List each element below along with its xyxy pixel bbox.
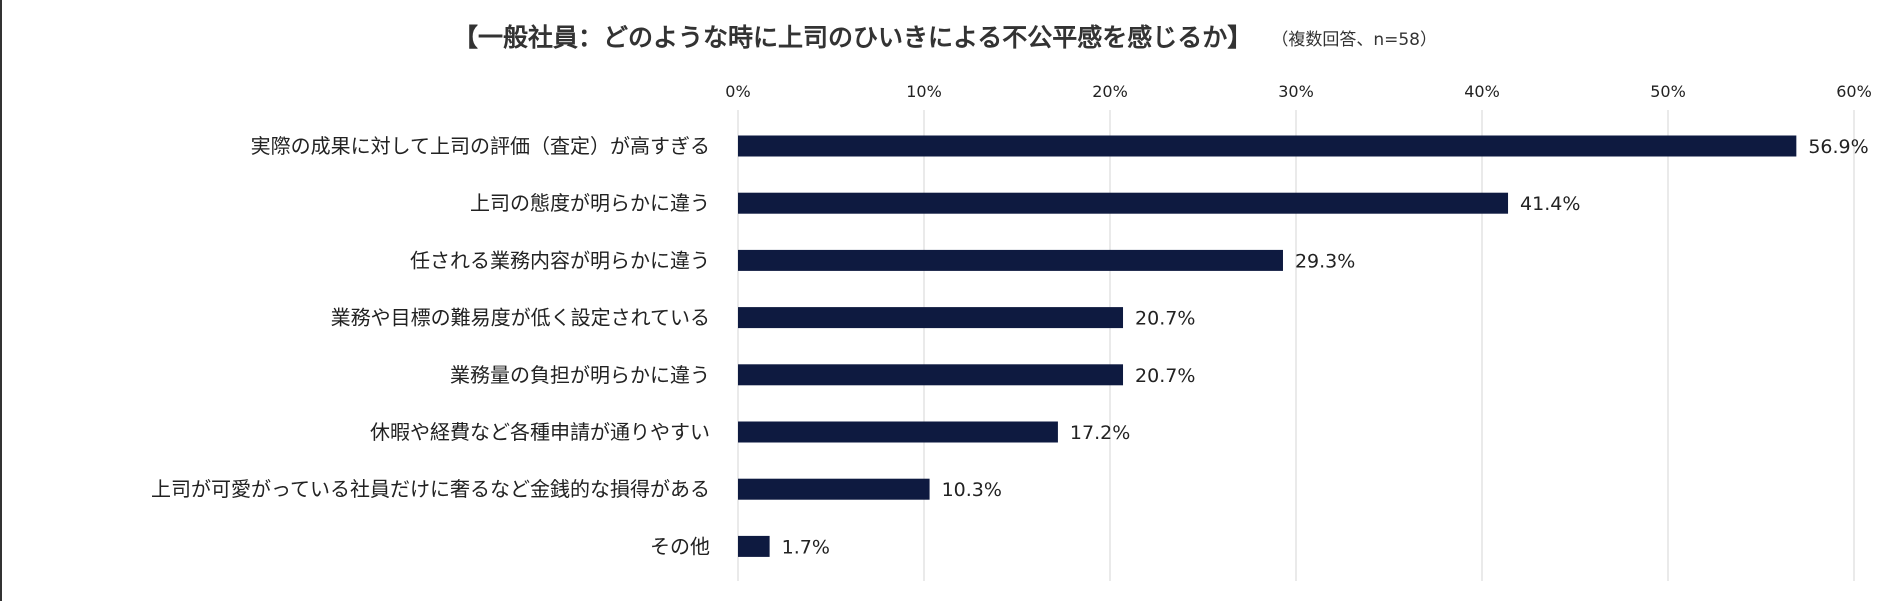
bar [738,307,1124,329]
bar [738,135,1797,157]
data-label: 41.4% [1520,193,1580,215]
category-label: 休暇や経費など各種申請が通りやすい [370,420,710,444]
bar [738,249,1283,271]
x-tick-label: 30% [1278,82,1314,101]
bar [738,192,1509,214]
data-label: 17.2% [1070,422,1130,444]
category-labels: 実際の成果に対して上司の評価（査定）が高すぎる上司の態度が明らかに違う任される業… [151,134,710,558]
x-tick-label: 50% [1650,82,1686,101]
category-label: 任される業務内容が明らかに違う [410,248,710,272]
bar [738,421,1058,443]
gridlines [737,110,1855,581]
bar [738,478,930,500]
x-tick-label: 40% [1464,82,1500,101]
bar [738,535,770,557]
x-tick-label: 20% [1092,82,1128,101]
category-label: 上司の態度が明らかに違う [470,191,710,215]
data-labels: 56.9% 41.4% 29.3% 20.7% 20.7% 17.2% 10.3% 1.7% [782,136,1869,558]
category-label: 業務量の負担が明らかに違う [450,363,710,387]
chart-frame-edge [0,0,2,601]
data-label: 29.3% [1295,250,1355,272]
data-label: 1.7% [782,536,830,558]
category-label: その他 [650,534,710,558]
bar [738,364,1124,386]
category-label: 業務や目標の難易度が低く設定されている [331,306,710,330]
x-tick-label: 60% [1836,82,1872,101]
category-label: 上司が可愛がっている社員だけに奢るなど金銭的な損得がある [151,477,710,501]
x-axis-ticks: 0% 10% 20% 30% 40% 50% 60% [725,82,1871,101]
category-label: 実際の成果に対して上司の評価（査定）が高すぎる [251,134,710,158]
data-label: 56.9% [1808,136,1868,158]
x-tick-label: 0% [725,82,750,101]
data-label: 20.7% [1135,308,1195,330]
chart-title-group: 【一般社員：どのような時に上司のひいきによる不公平感を感じるか】 （複数回答、n… [453,23,1437,52]
x-tick-label: 10% [906,82,942,101]
chart-subtitle: （複数回答、n=58） [1271,30,1437,50]
chart-title: 【一般社員：どのような時に上司のひいきによる不公平感を感じるか】 [453,23,1252,52]
bars [738,135,1797,557]
data-label: 20.7% [1135,365,1195,387]
data-label: 10.3% [942,479,1002,501]
